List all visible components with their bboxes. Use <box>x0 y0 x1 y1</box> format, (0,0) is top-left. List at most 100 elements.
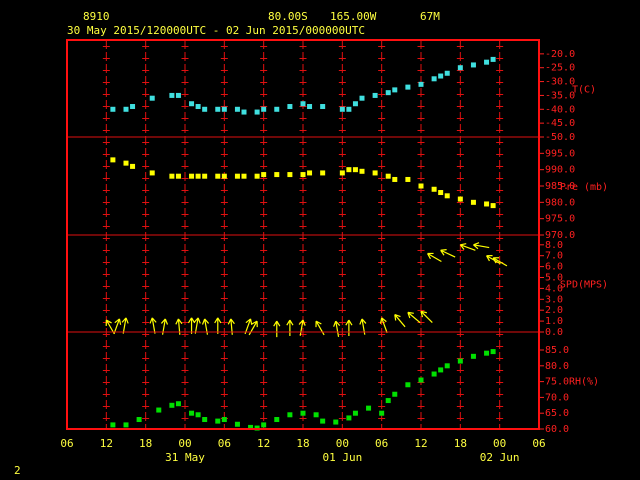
x-date-label: 02 Jun <box>480 451 520 464</box>
x-tick-label: 18 <box>454 437 467 450</box>
point <box>418 377 424 383</box>
point <box>156 407 162 413</box>
x-tick-label: 06 <box>532 437 545 450</box>
wind-arrow <box>407 311 421 324</box>
y-tick-label: -25.0 <box>545 63 575 74</box>
y-tick-label: 8.0 <box>545 240 563 251</box>
point <box>261 106 267 112</box>
y-tick-label: -20.0 <box>545 49 575 60</box>
point <box>300 172 306 178</box>
wind-arrow <box>315 320 325 336</box>
y-axis-label: RH(%) <box>569 377 599 388</box>
page-number: 2 <box>14 464 21 477</box>
wind-arrow <box>187 317 196 334</box>
point <box>130 104 136 110</box>
point <box>457 196 463 202</box>
point <box>392 176 398 182</box>
wind-arrow <box>248 320 258 336</box>
point <box>202 417 208 423</box>
point <box>215 418 221 424</box>
point <box>366 405 372 411</box>
point <box>484 59 490 65</box>
wind-arrow <box>193 317 201 334</box>
wind-arrow <box>298 319 306 336</box>
point <box>169 402 175 408</box>
point <box>307 104 313 110</box>
y-tick-label: 990.0 <box>545 165 575 176</box>
y-tick-label: 75.0 <box>545 377 569 388</box>
wind-arrow <box>214 317 222 334</box>
x-tick-label: 00 <box>336 437 349 450</box>
point <box>359 95 365 101</box>
point <box>484 350 490 356</box>
wind-arrow <box>345 319 353 337</box>
x-tick-label: 12 <box>414 437 427 450</box>
point <box>175 173 181 179</box>
wind-arrow <box>440 249 456 258</box>
point <box>261 172 267 178</box>
latitude: 80.00S <box>268 10 308 23</box>
x-tick-label: 06 <box>60 437 73 450</box>
point <box>346 415 352 421</box>
y-tick-label: -30.0 <box>545 77 575 88</box>
point <box>130 163 136 169</box>
wind-arrow <box>286 319 294 337</box>
wind-arrow <box>379 317 388 334</box>
point <box>339 106 345 112</box>
point <box>202 106 208 112</box>
point <box>313 412 319 418</box>
point <box>418 81 424 87</box>
x-tick-label: 00 <box>493 437 506 450</box>
point <box>392 87 398 93</box>
point <box>444 193 450 199</box>
point <box>274 417 280 423</box>
wind-arrow <box>333 320 341 337</box>
y-tick-label: 0.0 <box>545 327 563 338</box>
point <box>346 167 352 173</box>
point <box>287 412 293 418</box>
point <box>405 176 411 182</box>
point <box>379 410 385 416</box>
x-date-label: 31 May <box>165 451 205 464</box>
y-axis-label: T(C) <box>572 85 596 96</box>
point <box>234 421 240 427</box>
point <box>300 101 306 107</box>
point <box>490 349 496 355</box>
wind-arrow <box>394 313 406 328</box>
point <box>254 173 260 179</box>
point <box>274 106 280 112</box>
point <box>123 106 129 112</box>
y-tick-label: 70.0 <box>545 392 569 403</box>
point <box>470 199 476 205</box>
point <box>457 358 463 364</box>
x-tick-label: 18 <box>296 437 309 450</box>
wind-arrow <box>473 242 490 250</box>
x-tick-label: 18 <box>139 437 152 450</box>
wind-arrow <box>244 318 253 335</box>
wind-arrow <box>427 252 442 263</box>
point <box>300 410 306 416</box>
x-tick-label: 12 <box>257 437 270 450</box>
y-tick-label: 6.0 <box>545 262 563 273</box>
point <box>392 391 398 397</box>
point <box>202 173 208 179</box>
point <box>221 417 227 423</box>
point <box>320 104 326 110</box>
y-tick-label: 85.0 <box>545 345 569 356</box>
y-tick-label: 3.0 <box>545 294 563 305</box>
point <box>175 92 181 98</box>
point <box>490 203 496 209</box>
point <box>418 183 424 189</box>
point <box>189 101 195 107</box>
plot-frame <box>66 39 540 430</box>
point <box>385 90 391 96</box>
point <box>352 167 358 173</box>
point <box>123 160 129 166</box>
point <box>352 410 358 416</box>
point <box>359 168 365 174</box>
point <box>431 186 437 192</box>
y-tick-label: -45.0 <box>545 118 575 129</box>
point <box>189 410 195 416</box>
point <box>241 109 247 115</box>
